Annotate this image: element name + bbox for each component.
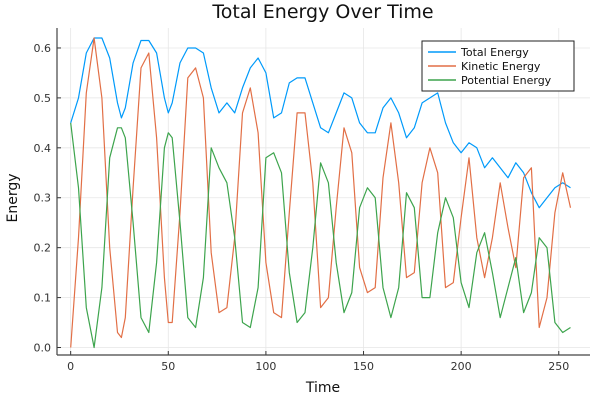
x-tick-label: 250 — [548, 360, 569, 373]
series-lines — [70, 37, 572, 349]
chart-title: Total Energy Over Time — [211, 1, 433, 23]
y-tick-label: 0.2 — [34, 242, 52, 255]
x-tick-label: 50 — [161, 360, 175, 373]
x-tick-label: 200 — [451, 360, 472, 373]
series-line-potential-energy — [70, 122, 571, 349]
legend-label: Kinetic Energy — [461, 60, 541, 73]
x-axis-label: Time — [305, 380, 340, 396]
series-line-total-energy — [70, 37, 571, 209]
y-tick-label: 0.0 — [34, 342, 52, 355]
y-tick-label: 0.1 — [34, 292, 52, 305]
legend-label: Potential Energy — [461, 74, 552, 87]
x-tick-label: 150 — [353, 360, 374, 373]
y-axis-label: Energy — [5, 173, 21, 222]
y-tick-label: 0.6 — [34, 42, 52, 55]
series-line-kinetic-energy — [70, 37, 572, 348]
x-tick-label: 0 — [67, 360, 74, 373]
y-tick-label: 0.5 — [34, 92, 52, 105]
y-tick-label: 0.4 — [34, 142, 52, 155]
y-tick-label: 0.3 — [34, 192, 52, 205]
x-tick-label: 100 — [255, 360, 276, 373]
legend-label: Total Energy — [460, 46, 529, 59]
axes: 0 50 100 150 200 250 0.0 0.1 0.2 0.3 0.4 0.5 0.6 — [34, 28, 590, 373]
